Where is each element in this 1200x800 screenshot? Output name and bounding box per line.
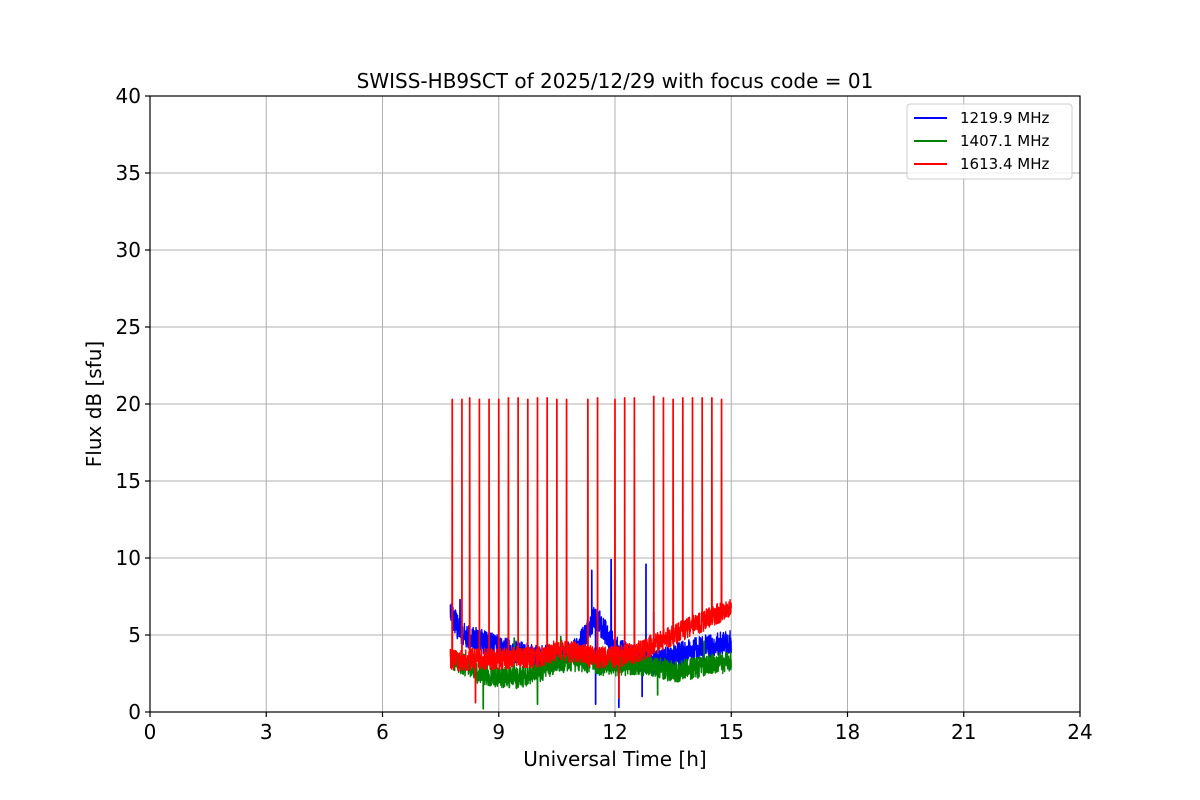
legend-label-1219: 1219.9 MHz — [960, 109, 1049, 127]
x-tick-label: 24 — [1067, 720, 1092, 744]
x-tick-label: 21 — [951, 720, 976, 744]
series-line-1219 — [449, 558, 732, 709]
x-tick-label: 12 — [602, 720, 627, 744]
x-axis-ticks: 0 3 6 9 12 15 18 21 24 — [144, 712, 1093, 744]
y-axis-ticks: 0 5 10 15 20 25 30 35 40 — [116, 84, 150, 724]
x-tick-label: 3 — [260, 720, 273, 744]
y-tick-label: 5 — [128, 623, 141, 647]
y-tick-label: 25 — [116, 315, 141, 339]
y-tick-label: 10 — [116, 546, 141, 570]
y-tick-label: 40 — [116, 84, 141, 108]
x-tick-label: 18 — [835, 720, 860, 744]
x-tick-label: 15 — [719, 720, 744, 744]
legend-label-1407: 1407.1 MHz — [960, 132, 1049, 150]
legend-box — [906, 103, 1073, 180]
y-axis-label: Flux dB [sfu] — [82, 341, 106, 467]
legend-label-1613: 1613.4 MHz — [960, 155, 1049, 173]
x-axis-label: Universal Time [h] — [523, 747, 706, 771]
y-tick-label: 0 — [128, 700, 141, 724]
y-tick-label: 20 — [116, 392, 141, 416]
legend: 1219.9 MHz 1407.1 MHz 1613.4 MHz — [906, 103, 1073, 180]
series-line-1613 — [449, 395, 732, 704]
series-layer — [449, 395, 732, 710]
x-tick-label: 9 — [492, 720, 505, 744]
chart-title: SWISS-HB9SCT of 2025/12/29 with focus co… — [357, 69, 874, 93]
y-tick-label: 30 — [116, 238, 141, 262]
x-tick-label: 6 — [376, 720, 389, 744]
y-tick-label: 15 — [116, 469, 141, 493]
y-tick-label: 35 — [116, 161, 141, 185]
x-tick-label: 0 — [144, 720, 157, 744]
